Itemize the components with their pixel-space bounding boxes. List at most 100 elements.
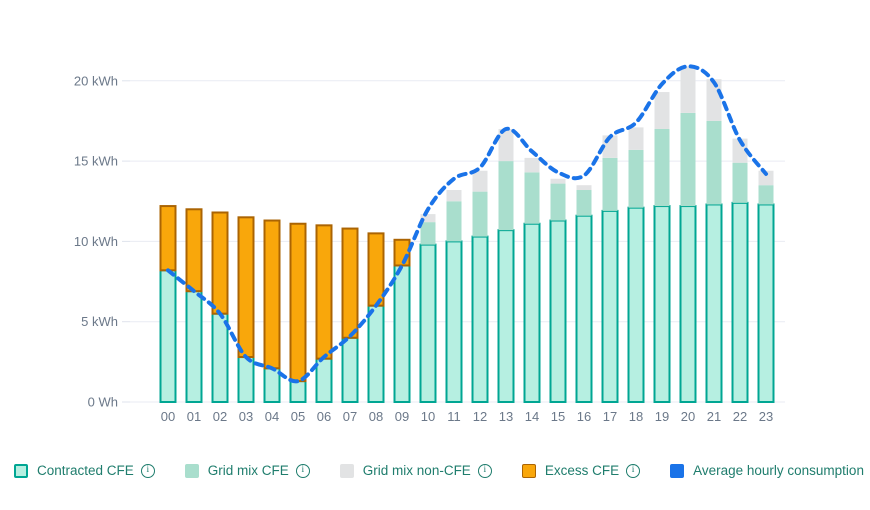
excess-cfe-segment[interactable] [185, 208, 203, 293]
contracted-cfe-segment[interactable] [289, 380, 307, 404]
excess-cfe-segment[interactable] [367, 232, 385, 307]
contracted-cfe-segment[interactable] [679, 205, 697, 403]
grid-mix-cfe-segment[interactable] [758, 185, 774, 205]
legend-label: Grid mix CFE [207, 463, 289, 478]
bar-hour-04[interactable] [263, 219, 281, 403]
grid-mix-non-cfe-segment[interactable] [420, 214, 436, 223]
bar-hour-19[interactable] [653, 92, 671, 403]
bar-hour-17[interactable] [601, 135, 619, 403]
info-icon[interactable]: i [295, 463, 310, 478]
grid-mix-cfe-segment[interactable] [732, 162, 748, 203]
info-icon[interactable]: i [626, 463, 641, 478]
contracted-cfe-segment[interactable] [575, 214, 593, 403]
grid-mix-non-cfe-segment[interactable] [680, 66, 696, 113]
contracted-cfe-segment[interactable] [653, 205, 671, 403]
bar-hour-12[interactable] [471, 170, 489, 403]
x-axis-label: 04 [265, 409, 279, 424]
excess-cfe-segment[interactable] [289, 222, 307, 383]
excess-cfe-segment[interactable] [159, 205, 177, 272]
grid-mix-cfe-segment[interactable] [446, 201, 462, 242]
contracted-cfe-segment[interactable] [263, 367, 281, 403]
grid-mix-cfe-swatch [184, 463, 199, 478]
contracted-cfe-segment[interactable] [315, 357, 333, 403]
info-icon[interactable]: i [477, 463, 492, 478]
contracted-cfe-segment[interactable] [237, 356, 255, 404]
x-axis-label: 18 [629, 409, 643, 424]
x-axis-label: 06 [317, 409, 331, 424]
contracted-cfe-segment[interactable] [341, 336, 359, 404]
contracted-cfe-segment[interactable] [211, 312, 229, 404]
bar-hour-09[interactable] [393, 238, 411, 403]
x-axis-label: 10 [421, 409, 435, 424]
bar-hour-15[interactable] [549, 178, 567, 403]
bar-hour-21[interactable] [705, 79, 723, 403]
contracted-cfe-segment[interactable] [601, 209, 619, 403]
grid-mix-cfe-segment[interactable] [576, 190, 592, 216]
bar-hour-13[interactable] [497, 128, 515, 403]
y-axis-label: 0 Wh [88, 395, 118, 410]
bar-hour-03[interactable] [237, 216, 255, 404]
contracted-cfe-segment[interactable] [419, 243, 437, 403]
grid-mix-cfe-segment[interactable] [654, 128, 670, 207]
legend-label: Contracted CFE [37, 463, 134, 478]
contracted-cfe-segment[interactable] [159, 269, 177, 404]
info-icon[interactable]: i [140, 463, 155, 478]
bar-hour-14[interactable] [523, 157, 541, 403]
grid-mix-non-cfe-segment[interactable] [472, 170, 488, 192]
bar-hour-11[interactable] [445, 190, 463, 403]
grid-mix-cfe-segment[interactable] [680, 112, 696, 207]
average-hourly-consumption-line[interactable] [166, 64, 768, 384]
grid-mix-cfe-segment[interactable] [524, 172, 540, 224]
contracted-cfe-segment[interactable] [757, 203, 775, 403]
bar-hour-05[interactable] [289, 222, 307, 404]
grid-mix-non-cfe-segment[interactable] [524, 157, 540, 173]
contracted-cfe-segment[interactable] [731, 201, 749, 403]
bar-hour-23[interactable] [757, 170, 775, 403]
contracted-cfe-segment[interactable] [445, 240, 463, 403]
bar-hour-20[interactable] [679, 66, 697, 403]
grid-mix-cfe-segment[interactable] [550, 183, 566, 221]
bar-hour-08[interactable] [367, 232, 385, 404]
contracted-cfe-segment[interactable] [185, 290, 203, 404]
contracted-cfe-segment[interactable] [549, 219, 567, 403]
bar-hour-18[interactable] [627, 127, 645, 403]
grid-mix-cfe-segment[interactable] [420, 222, 436, 245]
legend-item-average-hourly-consumption: Average hourly consumption i [670, 463, 870, 478]
grid-mix-cfe-segment[interactable] [472, 191, 488, 237]
bar-hour-06[interactable] [315, 224, 333, 403]
contracted-cfe-segment[interactable] [471, 235, 489, 403]
excess-cfe-segment[interactable] [263, 219, 281, 370]
grid-mix-cfe-segment[interactable] [602, 157, 618, 211]
grid-mix-cfe-segment[interactable] [706, 120, 722, 205]
average-hourly-consumption-swatch [670, 463, 685, 478]
contracted-cfe-segment[interactable] [393, 264, 411, 403]
contracted-cfe-segment[interactable] [497, 229, 515, 403]
excess-cfe-segment[interactable] [315, 224, 333, 360]
grid-mix-non-cfe-segment[interactable] [446, 190, 462, 202]
x-axis-label: 19 [655, 409, 669, 424]
contracted-cfe-segment[interactable] [367, 304, 385, 404]
excess-cfe-segment[interactable] [237, 216, 255, 359]
bar-hour-22[interactable] [731, 138, 749, 403]
grid-mix-non-cfe-segment[interactable] [758, 170, 774, 186]
x-axis-label: 08 [369, 409, 383, 424]
excess-cfe-segment[interactable] [211, 211, 229, 315]
contracted-cfe-segment[interactable] [627, 206, 645, 403]
bar-hour-01[interactable] [185, 208, 203, 404]
grid-mix-cfe-segment[interactable] [628, 149, 644, 208]
grid-mix-non-cfe-segment[interactable] [576, 185, 592, 191]
bar-hour-16[interactable] [575, 185, 593, 403]
x-axis-label: 23 [759, 409, 773, 424]
excess-cfe-segment[interactable] [341, 227, 359, 339]
grid-mix-non-cfe-segment[interactable] [628, 127, 644, 150]
contracted-cfe-segment[interactable] [705, 203, 723, 403]
bar-hour-10[interactable] [419, 214, 437, 403]
bar-hour-00[interactable] [159, 205, 177, 404]
grid-mix-cfe-segment[interactable] [498, 161, 514, 231]
bar-hour-07[interactable] [341, 227, 359, 404]
grid-mix-non-cfe-segment[interactable] [654, 92, 670, 129]
contracted-cfe-segment[interactable] [523, 222, 541, 403]
grid-mix-non-cfe-segment[interactable] [550, 178, 566, 184]
grid-mix-non-cfe-segment[interactable] [498, 128, 514, 162]
x-axis-label: 02 [213, 409, 227, 424]
